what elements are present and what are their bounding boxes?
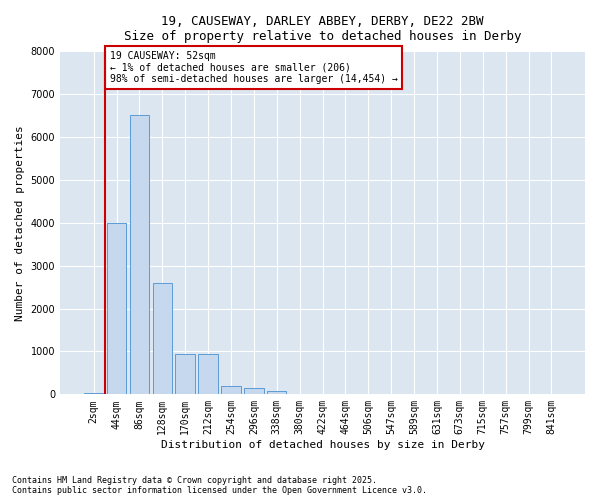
Bar: [267, 391, 286, 394]
Title: 19, CAUSEWAY, DARLEY ABBEY, DERBY, DE22 2BW
Size of property relative to detache: 19, CAUSEWAY, DARLEY ABBEY, DERBY, DE22 …: [124, 15, 521, 43]
Bar: [199, 354, 218, 395]
Bar: [175, 354, 195, 395]
Bar: [221, 386, 241, 394]
Bar: [130, 116, 149, 394]
Bar: [84, 393, 103, 394]
Bar: [152, 283, 172, 395]
Bar: [244, 388, 263, 394]
Bar: [107, 222, 126, 394]
Text: Contains HM Land Registry data © Crown copyright and database right 2025.
Contai: Contains HM Land Registry data © Crown c…: [12, 476, 427, 495]
Y-axis label: Number of detached properties: Number of detached properties: [15, 125, 25, 320]
X-axis label: Distribution of detached houses by size in Derby: Distribution of detached houses by size …: [161, 440, 485, 450]
Text: 19 CAUSEWAY: 52sqm
← 1% of detached houses are smaller (206)
98% of semi-detache: 19 CAUSEWAY: 52sqm ← 1% of detached hous…: [110, 51, 398, 84]
